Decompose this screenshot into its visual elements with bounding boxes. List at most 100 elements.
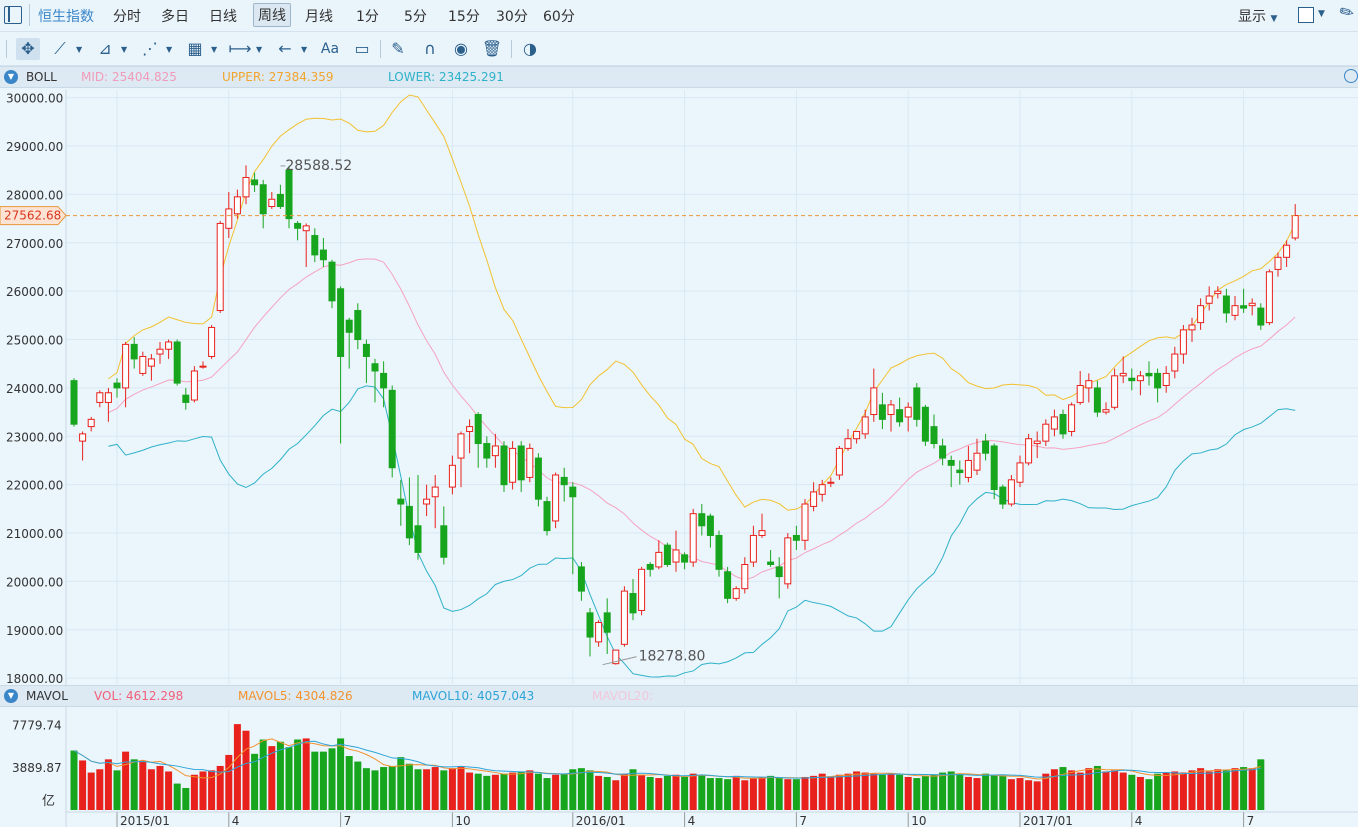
candle-body: [749, 534, 757, 563]
boll-title: BOLL: [26, 70, 57, 84]
volume-bar: [208, 770, 216, 810]
candle: [775, 557, 783, 599]
candle: [70, 378, 78, 427]
candle: [276, 184, 284, 209]
candle-body: [1248, 302, 1256, 307]
volume-bar: [792, 779, 800, 810]
compare-icon[interactable]: ◑: [523, 39, 537, 58]
candle: [294, 221, 302, 241]
volume-bar: [526, 770, 534, 810]
candle: [1119, 356, 1127, 384]
volume-bar: [861, 772, 869, 810]
candle-body: [698, 513, 706, 527]
range-icon[interactable]: ⟼: [228, 39, 252, 58]
candle: [199, 361, 207, 369]
collapse-chevron-icon[interactable]: ▼: [4, 70, 18, 84]
boll-legend: ▼ BOLL MID: 25404.825 UPPER: 27384.359 L…: [0, 66, 1358, 88]
volume-bar: [190, 774, 198, 810]
candle-body: [216, 222, 224, 312]
candle: [147, 354, 155, 381]
mavol5-value: MAVOL5: 4304.826: [238, 689, 353, 703]
tab-30min[interactable]: 30分: [496, 9, 528, 25]
move-icon[interactable]: ✥: [16, 38, 40, 60]
candle: [1291, 204, 1299, 241]
candle-body: [1111, 375, 1119, 408]
comment-icon[interactable]: ▭: [354, 39, 370, 58]
candle: [208, 325, 216, 359]
volume-bar: [603, 776, 611, 810]
y-tick-label: 19000.00: [6, 624, 63, 638]
candle-body: [939, 445, 947, 459]
trash-icon[interactable]: 🗑: [481, 39, 503, 58]
tab-daily[interactable]: 日线: [209, 9, 237, 25]
candle-body: [431, 486, 439, 498]
volume-bar: [870, 773, 878, 810]
settings-circle-icon[interactable]: [1344, 69, 1358, 83]
candle-body: [139, 355, 147, 374]
text-icon[interactable]: Aa: [320, 41, 340, 57]
arrow-caret-icon[interactable]: ▼: [301, 45, 308, 54]
candle-body: [982, 440, 990, 454]
volume-bar: [706, 778, 714, 810]
pen-feather-icon[interactable]: ✎: [1335, 0, 1358, 26]
volume-bar: [130, 759, 138, 810]
arrow-icon[interactable]: ←: [278, 39, 292, 58]
fibonacci-icon[interactable]: ▦: [187, 39, 203, 58]
volume-bar: [1205, 771, 1213, 810]
volume-bar: [122, 751, 130, 810]
tab-monthly[interactable]: 月线: [305, 9, 333, 25]
tab-5min[interactable]: 5分: [404, 9, 427, 25]
candle-body: [182, 394, 190, 403]
fibonacci-caret-icon[interactable]: ▼: [211, 45, 218, 54]
polyline-icon[interactable]: ⊿: [98, 39, 112, 58]
candle: [242, 165, 250, 205]
candle: [423, 484, 431, 517]
mavol10-line: [73, 740, 1261, 779]
tab-15min[interactable]: 15分: [448, 9, 480, 25]
volume-bar: [1016, 778, 1024, 810]
collapse-chevron-icon[interactable]: ▼: [4, 689, 18, 703]
candle-body: [1102, 409, 1110, 413]
y-tick-label: 29000.00: [6, 140, 63, 154]
x-tick-label: 4: [232, 814, 240, 827]
x-tick-label: 4: [1135, 814, 1143, 827]
display-menu-button[interactable]: 显示 ▼: [1238, 6, 1277, 26]
volume-bar: [1076, 772, 1084, 810]
wave-icon[interactable]: ⋰: [142, 39, 158, 58]
layout-square-icon[interactable]: [1298, 7, 1314, 23]
volume-bar: [423, 769, 431, 810]
polyline-caret-icon[interactable]: ▼: [121, 45, 128, 54]
candle: [397, 479, 405, 526]
tab-intraday[interactable]: 分时: [113, 9, 141, 25]
pen-icon[interactable]: ✎: [391, 39, 405, 58]
tab-60min[interactable]: 60分: [543, 9, 575, 25]
layout-chevron-icon[interactable]: ▼: [1318, 9, 1325, 19]
tab-hsi[interactable]: 恒生指数: [38, 9, 94, 25]
candle-body: [328, 261, 336, 302]
volume-bar: [947, 771, 955, 810]
volume-bar: [620, 773, 628, 810]
tab-multiday[interactable]: 多日: [161, 9, 189, 25]
magnet-icon[interactable]: ∩: [424, 39, 436, 58]
candle-body: [655, 551, 663, 568]
tab-1min[interactable]: 1分: [356, 9, 379, 25]
volume-bar: [1033, 781, 1041, 810]
volume-bar: [483, 775, 491, 810]
candle-body: [130, 343, 138, 360]
line-caret-icon[interactable]: ▼: [76, 45, 83, 54]
volume-bar: [973, 778, 981, 810]
line-icon[interactable]: ⟋: [54, 39, 66, 58]
tab-weekly[interactable]: 周线: [253, 3, 291, 27]
range-caret-icon[interactable]: ▼: [256, 45, 263, 54]
high-label: 28588.52: [285, 158, 352, 174]
candle: [388, 385, 396, 478]
candle-body: [233, 196, 241, 215]
volume-bar: [921, 775, 929, 810]
candle-body: [844, 438, 852, 449]
candle: [973, 438, 981, 475]
eye-icon[interactable]: ◉: [454, 39, 468, 58]
sidebar-toggle-icon[interactable]: [4, 6, 22, 24]
wave-caret-icon[interactable]: ▼: [166, 45, 173, 54]
y-tick-label: 18000.00: [6, 672, 63, 686]
